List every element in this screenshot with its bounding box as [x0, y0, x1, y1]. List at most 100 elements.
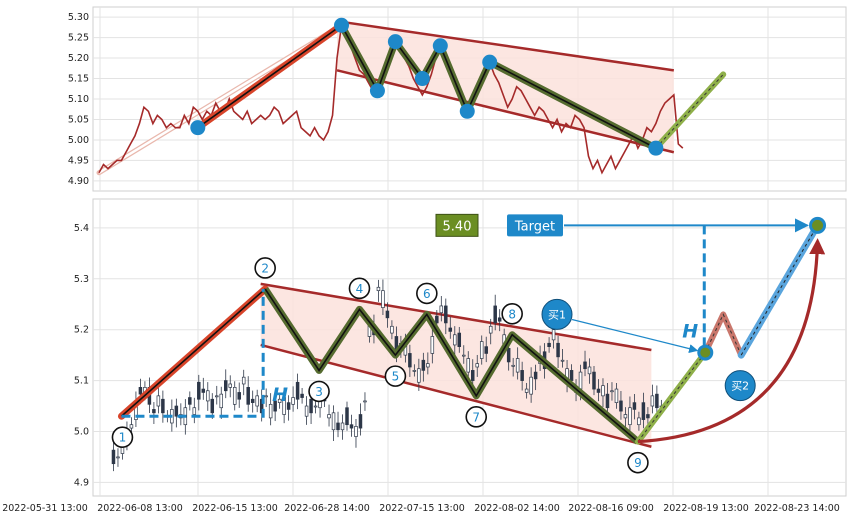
candle-body	[390, 325, 394, 334]
top-ytick-label: 4.95	[68, 155, 89, 166]
candle-body	[529, 376, 533, 395]
candle-body	[210, 398, 215, 414]
bottom-impulse-core	[120, 288, 266, 417]
top-ytick-label: 4.90	[68, 176, 89, 187]
top-ytick-label: 5.30	[68, 12, 89, 23]
top-impulse-core	[197, 24, 342, 129]
x-tick-label: 2022-08-02 14:00	[474, 503, 560, 514]
target-label: Target	[514, 219, 555, 234]
candle-body	[304, 405, 309, 417]
projection-pullback-core	[704, 313, 742, 356]
candle-body	[466, 358, 471, 373]
buy1-dot	[697, 344, 714, 361]
bottom-channel-upper	[260, 282, 652, 352]
wave-point-marker-8	[501, 302, 523, 325]
candle-body	[331, 412, 336, 431]
candle-body	[237, 392, 241, 400]
top-ytick-label: 5.05	[68, 114, 89, 125]
top-pivot-dot-1	[190, 120, 206, 136]
candle-body	[327, 414, 331, 419]
candle-body	[439, 305, 444, 314]
bottom-ytick-label: 4.9	[74, 477, 89, 488]
candle-body	[587, 366, 592, 375]
candle-body	[156, 395, 161, 407]
candle-body	[596, 388, 601, 393]
candle-body	[583, 361, 587, 370]
x-tick-label: 2022-08-23 14:00	[754, 503, 840, 514]
candle-body	[201, 388, 206, 393]
top-pivot-dot-9	[648, 140, 664, 156]
candle-body	[444, 305, 448, 324]
candle-body	[493, 305, 497, 324]
wave-point-marker-9	[627, 451, 649, 474]
candle-body	[421, 359, 426, 371]
candle-body	[354, 426, 358, 437]
candle-body	[381, 290, 385, 308]
candle-body	[412, 370, 417, 372]
candle-body	[515, 358, 520, 373]
top-channel-lower	[336, 69, 675, 154]
bottom-panel: 4.9 5.0 5.1 5.2 5.3 5.4 2022-05-31 13:00 2022-0…	[2, 198, 847, 514]
wave-point-label: 1	[119, 431, 127, 445]
top-pivot-dot-8	[482, 54, 498, 70]
candle-body	[349, 424, 354, 429]
candle-body	[448, 327, 453, 332]
candle-body	[408, 353, 412, 368]
wave-point-marker-2	[254, 257, 276, 279]
candle-body	[547, 342, 551, 348]
candle-body	[282, 397, 286, 415]
candle-body	[174, 405, 179, 417]
top-pivot-dot-6	[432, 38, 448, 54]
buy1-bubble	[541, 298, 573, 330]
projection-leg-1-core	[637, 352, 706, 442]
top-pivot-dot-2	[334, 17, 350, 33]
buy2-bubble	[724, 370, 756, 402]
candle-body	[628, 407, 632, 426]
x-tick-label: 2022-06-08 13:00	[97, 503, 183, 514]
top-zigzag-core	[340, 24, 657, 149]
candle-body	[560, 359, 565, 362]
candle-body	[578, 371, 583, 390]
candle-body	[614, 388, 619, 403]
price-label: 5.40	[443, 219, 472, 234]
candle-body	[340, 422, 345, 431]
candle-body	[291, 397, 295, 405]
wave-point-marker-6	[416, 282, 438, 305]
candle-body	[363, 400, 367, 403]
candle-body	[152, 409, 156, 414]
top-pivot-dot-3	[369, 83, 385, 99]
height-label-right: H	[682, 320, 698, 342]
wave-point-label: 6	[423, 287, 431, 301]
bottom-ytick-label: 5.0	[74, 426, 89, 437]
candle-body	[215, 395, 219, 398]
wave-point-label: 9	[634, 456, 642, 470]
wave-point-label: 5	[392, 370, 400, 384]
top-ytick-label: 5.25	[68, 33, 89, 44]
target-dot	[809, 216, 827, 234]
candle-body	[650, 395, 655, 407]
wave-point-label: 3	[315, 385, 323, 399]
candle-body	[138, 387, 143, 395]
candle-body	[273, 400, 277, 412]
wave-point-marker-7	[465, 406, 488, 428]
candle-body	[345, 407, 349, 426]
price-box	[435, 213, 479, 237]
candle-body	[219, 393, 224, 409]
candle-body	[610, 390, 614, 393]
candle-body	[268, 403, 273, 419]
bottom-ytick-label: 5.1	[74, 376, 89, 387]
top-ytick-label: 5.10	[68, 94, 89, 105]
candle-body	[646, 414, 650, 419]
top-ytick-label: 5.20	[68, 53, 89, 64]
curved-target-arrow	[637, 238, 826, 444]
candle-body	[286, 402, 291, 410]
candle-body	[232, 387, 237, 405]
candle-body	[336, 422, 340, 431]
candle-body	[623, 414, 628, 419]
candle-body	[435, 315, 439, 324]
candle-body	[601, 385, 605, 397]
candle-body	[462, 354, 466, 357]
candle-body	[129, 424, 134, 429]
candle-body	[453, 334, 457, 346]
top-channel-upper	[336, 19, 675, 72]
